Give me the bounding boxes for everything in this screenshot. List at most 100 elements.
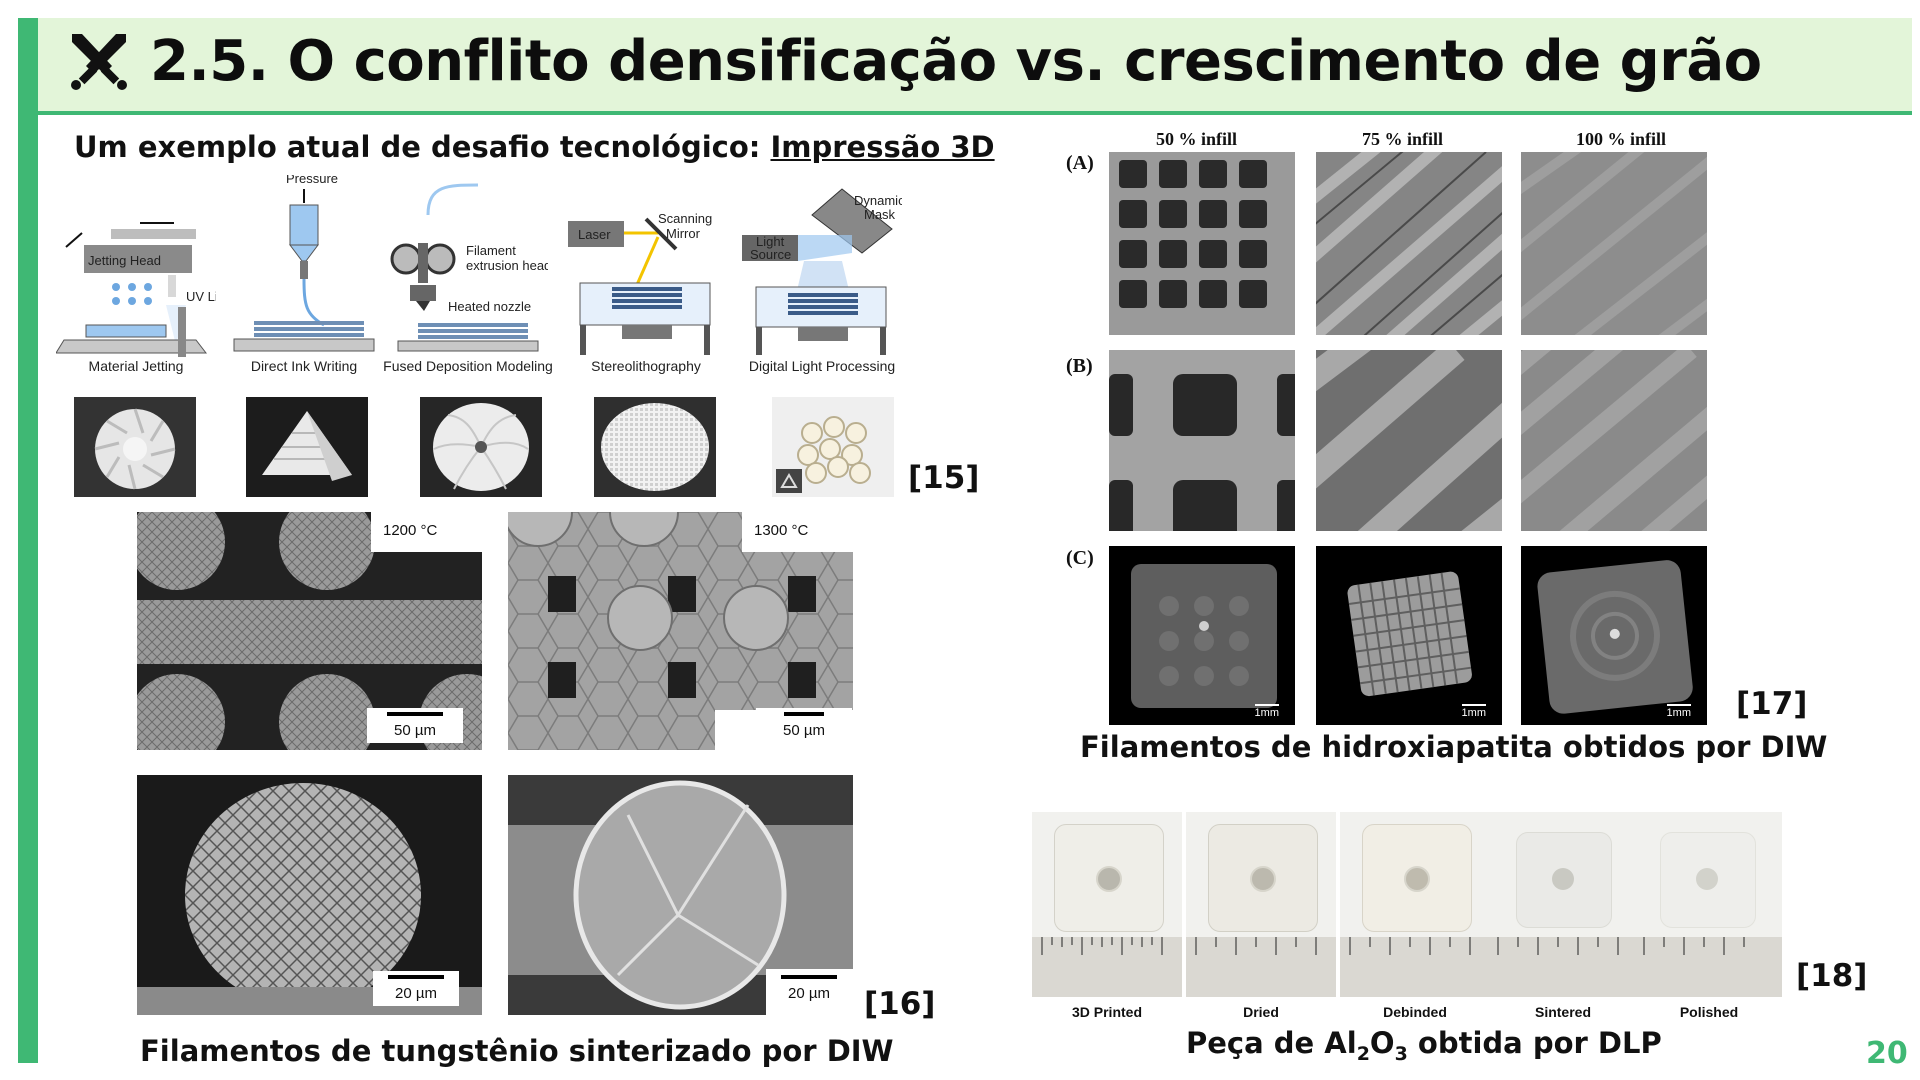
col-head-75: 75 % infill bbox=[1362, 129, 1444, 149]
digital-light-processing-diagram: Dynamic Mask Light Source bbox=[742, 188, 902, 355]
scale-bar-20um-left: 20 µm bbox=[373, 971, 459, 1006]
filament-label-1: Filament bbox=[466, 243, 516, 258]
scale-1mm: 1mm bbox=[1666, 704, 1691, 719]
ruler bbox=[1186, 937, 1336, 997]
center-hole bbox=[1696, 868, 1718, 890]
row-label-b: (B) bbox=[1066, 355, 1093, 377]
ruler bbox=[1032, 937, 1182, 997]
dlp-stage-dried bbox=[1186, 812, 1336, 997]
label-stereolithography: Stereolithography bbox=[591, 358, 701, 374]
stereolithography-diagram: Laser Scanning Mirror bbox=[568, 211, 712, 355]
left-accent-bar bbox=[18, 18, 38, 1063]
filament-label-2: extrusion head bbox=[466, 258, 548, 273]
scale-text: 50 µm bbox=[783, 722, 825, 739]
title-underline bbox=[38, 111, 1912, 115]
scale-1mm: 1mm bbox=[1461, 704, 1486, 719]
dlp-stage-3d-printed bbox=[1032, 812, 1182, 997]
photo-pyramid bbox=[246, 397, 368, 497]
ha-a-50 bbox=[1109, 152, 1295, 335]
light-source-label-1: Light bbox=[756, 234, 785, 249]
temp-label-1200: 1200 °C bbox=[371, 512, 482, 552]
label-material-jetting: Material Jetting bbox=[88, 358, 184, 374]
dlp-stage-sintered bbox=[1488, 812, 1638, 997]
sem-tungsten-1300-bottom: 20 µm bbox=[508, 775, 853, 1015]
center-hole bbox=[1250, 866, 1276, 892]
uv-light-label: UV Light bbox=[186, 289, 216, 304]
caption-hydroxyapatite: Filamentos de hidroxiapatita obtidos por… bbox=[1080, 730, 1828, 764]
row-label-a: (A) bbox=[1066, 152, 1094, 174]
caption-alumina-sub1: 2 bbox=[1356, 1042, 1370, 1065]
ha-b-100 bbox=[1521, 350, 1707, 531]
dynamic-mask-label-2: Mask bbox=[864, 207, 896, 222]
crossed-swords-icon bbox=[71, 34, 127, 90]
title-band bbox=[38, 18, 1912, 111]
ha-a-75 bbox=[1316, 152, 1502, 335]
scale-bar-20um-right: 20 µm bbox=[766, 971, 852, 1006]
row-label-c: (C) bbox=[1066, 547, 1094, 569]
label-digital-light-processing: Digital Light Processing bbox=[748, 358, 896, 374]
stage-label-3d-printed: 3D Printed bbox=[1071, 1004, 1142, 1020]
stage-label-sintered: Sintered bbox=[1534, 1004, 1591, 1020]
stage-label-debinded: Debinded bbox=[1383, 1004, 1447, 1020]
scale-text: 20 µm bbox=[788, 985, 830, 1002]
page-title: 2.5. O conflito densificação vs. crescim… bbox=[150, 29, 1762, 94]
scanning-label-2: Mirror bbox=[666, 226, 701, 241]
jetting-head-label: Jetting Head bbox=[88, 253, 161, 268]
dlp-stage-debinded bbox=[1340, 812, 1490, 997]
subtitle: Um exemplo atual de desafio tecnológico:… bbox=[74, 130, 995, 164]
ha-c-75: 1mm bbox=[1316, 546, 1502, 725]
sem-tungsten-1300-top: 1300 °C 50 µm bbox=[508, 512, 853, 750]
ruler bbox=[1340, 937, 1490, 997]
ref-18: [18] bbox=[1796, 958, 1868, 994]
center-hole bbox=[1552, 868, 1574, 890]
caption-alumina-sub2: 3 bbox=[1394, 1042, 1408, 1065]
sem-tungsten-1200-bottom: 20 µm bbox=[137, 775, 482, 1015]
col-head-50: 50 % infill bbox=[1156, 129, 1238, 149]
photo-impeller bbox=[420, 397, 542, 497]
scale-bar-50um-left: 50 µm bbox=[367, 708, 463, 743]
photo-turbine bbox=[74, 397, 196, 497]
ruler bbox=[1488, 937, 1638, 997]
label-fused-deposition: Fused Deposition Modeling bbox=[383, 358, 553, 374]
caption-alumina-post: obtida por DLP bbox=[1407, 1026, 1662, 1060]
ruler bbox=[1634, 937, 1782, 997]
col-head-100: 100 % infill bbox=[1576, 129, 1667, 149]
stage-label-polished: Polished bbox=[1679, 1004, 1739, 1020]
label-direct-ink-writing: Direct Ink Writing bbox=[250, 358, 358, 374]
photo-lattice-cube bbox=[772, 397, 894, 497]
stage-label-dried: Dried bbox=[1243, 1004, 1279, 1020]
ha-b-75 bbox=[1316, 350, 1502, 531]
caption-alumina: Peça de Al2O3 obtida por DLP bbox=[1186, 1026, 1662, 1065]
center-hole bbox=[1096, 866, 1122, 892]
photo-honeycomb-disc bbox=[594, 397, 716, 497]
ha-c-100: 1mm bbox=[1521, 546, 1707, 725]
ha-b-50 bbox=[1109, 350, 1295, 531]
light-source-label-2: Source bbox=[750, 247, 791, 262]
temp-label-1300: 1300 °C bbox=[742, 512, 853, 552]
ha-c-50: 1mm bbox=[1109, 546, 1295, 725]
scale-text: 20 µm bbox=[395, 985, 437, 1002]
center-hole bbox=[1404, 866, 1430, 892]
scale-bar-50um-right: 50 µm bbox=[756, 708, 852, 743]
fused-deposition-diagram: Filament extrusion head Heated nozzle bbox=[390, 183, 548, 352]
page-number: 20 bbox=[1866, 1036, 1908, 1071]
laser-label: Laser bbox=[578, 227, 611, 242]
ref-17: [17] bbox=[1736, 686, 1808, 722]
caption-tungsten: Filamentos de tungstênio sinterizado por… bbox=[140, 1034, 894, 1068]
subtitle-prefix: Um exemplo atual de desafio tecnológico: bbox=[74, 130, 771, 164]
dlp-stage-polished bbox=[1634, 812, 1782, 997]
pressure-label: Pressure bbox=[286, 175, 338, 186]
subtitle-link[interactable]: Impressão 3D bbox=[770, 130, 995, 164]
caption-alumina-pre: Peça de Al bbox=[1186, 1026, 1357, 1060]
heated-nozzle-label: Heated nozzle bbox=[448, 299, 531, 314]
dynamic-mask-label-1: Dynamic bbox=[854, 193, 902, 208]
material-jetting-diagram: Jetting Head UV Light bbox=[56, 222, 216, 357]
scanning-label-1: Scanning bbox=[658, 211, 712, 226]
direct-ink-writing-diagram: Pressure bbox=[233, 175, 375, 352]
caption-alumina-mid: O bbox=[1369, 1026, 1395, 1060]
ha-a-100 bbox=[1521, 152, 1707, 335]
sem-tungsten-1200-top: 1200 °C 50 µm bbox=[137, 512, 482, 750]
ref-16: [16] bbox=[864, 986, 936, 1022]
scale-text: 50 µm bbox=[394, 722, 436, 739]
scale-1mm: 1mm bbox=[1254, 704, 1279, 719]
